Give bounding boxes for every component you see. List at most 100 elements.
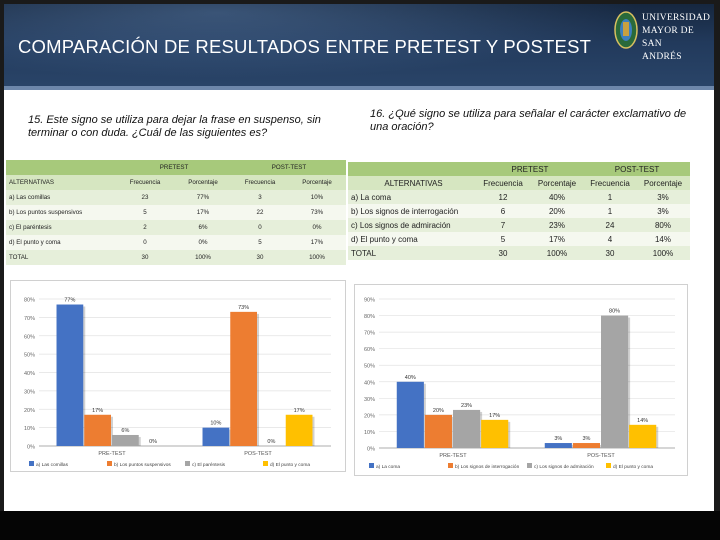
bar-data-label: 17%: [489, 413, 500, 419]
legend-swatch: [527, 463, 532, 468]
bar-data-label: 3%: [554, 436, 562, 442]
table-cell: 23: [141, 194, 149, 201]
column-header: Frecuencia: [483, 178, 523, 188]
y-tick-label: 70%: [364, 331, 375, 337]
bar: [202, 427, 230, 446]
legend-label: a) Las comillas: [36, 462, 69, 468]
table-question-16: PRETEST POST-TEST ALTERNATIVAS Frecuenci…: [348, 162, 690, 260]
legend-label: a) La coma: [376, 464, 400, 470]
bar: [424, 414, 452, 448]
bar-data-label: 20%: [433, 408, 444, 414]
table-cell: 0: [258, 224, 262, 231]
table-cell: 30: [141, 254, 149, 261]
logo-line: UNIVERSIDAD: [642, 13, 711, 23]
y-tick-label: 30%: [24, 389, 35, 395]
y-tick-label: 80%: [364, 314, 375, 320]
y-tick-label: 90%: [364, 298, 375, 304]
bar: [285, 414, 313, 446]
table-cell: 100%: [195, 254, 211, 261]
logo-text: UNIVERSIDAD MAYOR DE SAN ANDRÉS: [642, 12, 710, 64]
table-cell: 1: [607, 206, 613, 216]
bar-data-label: 6%: [121, 428, 129, 434]
column-header: Porcentaje: [643, 178, 683, 188]
table-cell: 3%: [657, 192, 669, 202]
y-tick-label: 60%: [24, 334, 35, 340]
bar: [56, 304, 84, 446]
legend-swatch: [263, 461, 268, 466]
bar-data-label: 73%: [238, 305, 249, 311]
question-15: 15. Este signo se utiliza para dejar la …: [28, 114, 321, 139]
y-tick-label: 60%: [364, 347, 375, 353]
legend-swatch: [29, 461, 34, 466]
table-question-15: PRETEST POST-TEST ALTERNATIVAS Frecuenci…: [6, 160, 346, 265]
header-band: [4, 4, 714, 90]
legend-swatch: [185, 461, 190, 466]
row-label: b) Los puntos suspensivos: [9, 209, 83, 216]
y-tick-label: 70%: [24, 316, 35, 322]
table-cell: 10%: [310, 194, 324, 201]
bar: [396, 381, 424, 448]
table-cell: 17%: [548, 234, 565, 244]
table-cell: 3: [258, 194, 262, 201]
slide: COMPARACIÓN DE RESULTADOS ENTRE PRETEST …: [4, 4, 714, 511]
y-tick-label: 40%: [24, 371, 35, 377]
row-label: a) La coma: [351, 192, 392, 202]
row-label: c) El paréntesis: [9, 224, 52, 231]
x-tick-label: PRE-TEST: [439, 453, 467, 459]
table-cell: 4: [607, 234, 613, 244]
chart-question-16: 0% 10% 20% 30% 40% 50% 60% 70% 80% 90% 40% 20% 23% 17…: [354, 284, 688, 476]
header-stripe: [4, 86, 714, 90]
table-cell: 20%: [548, 206, 565, 216]
bar-data-label: 17%: [294, 408, 305, 414]
legend-swatch: [369, 463, 374, 468]
legend-label: d) El punto y coma: [270, 462, 310, 468]
table-cell: 5: [143, 209, 147, 216]
table-cell: 40%: [548, 192, 565, 202]
bar: [601, 315, 629, 448]
table-cell: 5: [500, 234, 506, 244]
legend-label: b) Los signos de interrogación: [455, 464, 520, 470]
chart-question-15: 0% 10% 20% 30% 40% 50% 60% 70% 80% 77% 17% 6% 0% PRE-…: [10, 280, 346, 472]
bar-data-label: 80%: [609, 309, 620, 315]
row-label: b) Los signos de interrogación: [351, 206, 459, 216]
group-header-pretest: PRETEST: [116, 160, 232, 175]
column-header: Porcentaje: [188, 179, 218, 186]
y-tick-label: 20%: [24, 408, 35, 414]
table-cell: 30: [605, 248, 615, 258]
bar-data-label: 10%: [210, 421, 221, 427]
table-cell: 23%: [548, 220, 565, 230]
corner-header: [6, 160, 116, 175]
logo-line: ANDRÉS: [642, 52, 682, 62]
group-header-pretest: PRETEST: [476, 162, 584, 176]
y-tick-label: 10%: [364, 430, 375, 436]
bar-data-label: 23%: [461, 403, 472, 409]
seal-icon: [614, 11, 638, 49]
bar: [453, 409, 481, 448]
column-header-alternativas: ALTERNATIVAS: [384, 178, 443, 188]
table-cell: 17%: [310, 239, 324, 246]
column-header: Porcentaje: [302, 179, 332, 186]
bar: [84, 414, 111, 446]
table-cell: 1: [607, 192, 613, 202]
table-cell: 6%: [198, 224, 208, 231]
row-label: a) Las comillas: [9, 194, 51, 201]
bar-data-label: 77%: [64, 298, 75, 304]
row-label-total: TOTAL: [351, 248, 377, 258]
legend-swatch: [606, 463, 611, 468]
logo-line: SAN: [642, 39, 662, 49]
table-cell: 24: [605, 220, 615, 230]
table-cell: 17%: [196, 209, 210, 216]
bar-data-label: 40%: [405, 375, 416, 381]
table-cell: 77%: [196, 194, 210, 201]
table-cell: 73%: [310, 209, 324, 216]
row-label: c) Los signos de admiración: [351, 220, 451, 230]
y-tick-label: 80%: [24, 298, 35, 304]
legend-swatch: [107, 461, 112, 466]
chart-question-16-svg: 0% 10% 20% 30% 40% 50% 60% 70% 80% 90% 40% 20% 23% 17…: [364, 298, 675, 470]
y-tick-label: 0%: [367, 447, 375, 453]
bar: [481, 419, 509, 448]
column-header-alternativas: ALTERNATIVAS: [9, 179, 55, 186]
table-cell: 100%: [309, 254, 325, 261]
table-cell: 5: [258, 239, 262, 246]
